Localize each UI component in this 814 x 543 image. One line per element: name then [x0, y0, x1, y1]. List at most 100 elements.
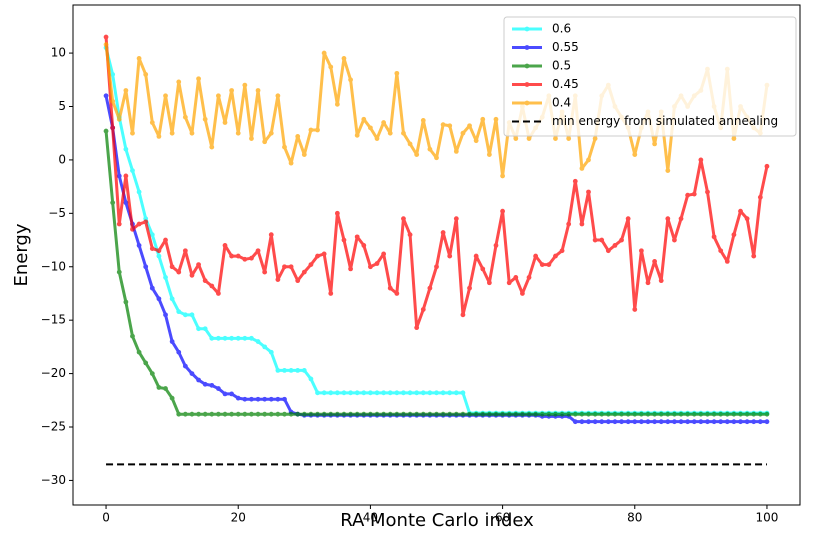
data-point [136, 189, 142, 195]
data-point [605, 248, 611, 254]
data-point [526, 136, 532, 141]
data-point [235, 395, 241, 401]
data-point [612, 419, 618, 425]
data-point [414, 325, 420, 331]
data-point [123, 299, 129, 305]
data-point [315, 127, 320, 133]
data-point [407, 141, 413, 147]
data-point [652, 419, 657, 425]
data-point [599, 411, 605, 417]
data-point [268, 130, 274, 136]
data-point [288, 411, 294, 417]
data-point [209, 335, 215, 341]
data-point [189, 371, 195, 376]
data-point [334, 411, 340, 417]
data-point [235, 130, 241, 136]
data-point [500, 411, 505, 417]
data-point [235, 253, 241, 259]
data-point [757, 411, 763, 417]
data-point [566, 411, 572, 417]
data-point [189, 411, 195, 417]
data-point [143, 264, 149, 270]
x-tick-label: 100 [756, 511, 779, 525]
data-point [308, 411, 314, 417]
data-point [196, 326, 201, 332]
y-tick-label: −25 [41, 420, 66, 434]
data-point [731, 136, 737, 141]
data-point [196, 76, 201, 82]
data-point [374, 261, 380, 266]
series [103, 128, 770, 417]
data-point [705, 419, 710, 425]
data-point [414, 152, 420, 157]
data-point [222, 335, 228, 341]
data-point [460, 130, 466, 136]
data-point [486, 280, 492, 286]
data-point [599, 237, 605, 243]
data-point [275, 93, 281, 99]
data-point [182, 114, 188, 120]
data-point [295, 367, 301, 373]
data-point [658, 411, 664, 417]
data-point [196, 377, 201, 383]
data-point [612, 411, 618, 417]
data-point [520, 291, 525, 296]
data-point [579, 411, 585, 417]
data-point [149, 371, 155, 376]
data-point [235, 335, 241, 341]
legend-box [503, 16, 797, 137]
series [103, 34, 770, 331]
data-point [176, 269, 182, 275]
data-point [553, 411, 558, 417]
data-point [176, 411, 182, 417]
legend-label: min energy from simulated annealing [552, 114, 778, 128]
data-point [275, 396, 281, 402]
data-point [705, 411, 710, 417]
data-point [711, 411, 717, 417]
data-point [685, 419, 691, 425]
data-point [275, 277, 281, 282]
data-point [216, 386, 221, 391]
data-point [222, 242, 228, 248]
data-point [691, 419, 697, 425]
data-point [202, 381, 208, 387]
data-point [196, 411, 201, 417]
data-point [401, 216, 406, 222]
legend-marker [524, 100, 530, 106]
data-point [229, 411, 235, 417]
data-point [110, 125, 116, 131]
data-point [394, 390, 400, 396]
data-point [486, 411, 492, 417]
data-point [301, 367, 307, 373]
data-point [321, 411, 327, 417]
data-point [163, 386, 168, 391]
data-point [447, 411, 453, 417]
data-point [625, 216, 631, 222]
data-point [328, 291, 334, 296]
data-point [592, 136, 598, 141]
data-point [434, 155, 439, 161]
data-point [163, 93, 168, 99]
data-point [731, 232, 737, 238]
data-point [242, 396, 248, 402]
data-point [751, 411, 757, 417]
data-point [427, 285, 433, 291]
data-point [262, 139, 268, 145]
data-point [249, 255, 254, 261]
data-point [169, 296, 175, 302]
data-point [480, 266, 486, 272]
data-point [394, 291, 400, 296]
data-point [229, 253, 235, 259]
data-point [407, 390, 413, 396]
data-point [341, 56, 347, 61]
data-point [361, 242, 367, 248]
legend-marker [524, 26, 530, 32]
data-point [156, 296, 162, 302]
data-point [632, 152, 638, 157]
legend-label: 0.45 [552, 77, 579, 91]
data-point [638, 248, 644, 254]
data-point [744, 216, 750, 222]
data-point [698, 419, 704, 425]
data-point [229, 88, 235, 93]
data-point [731, 411, 737, 417]
